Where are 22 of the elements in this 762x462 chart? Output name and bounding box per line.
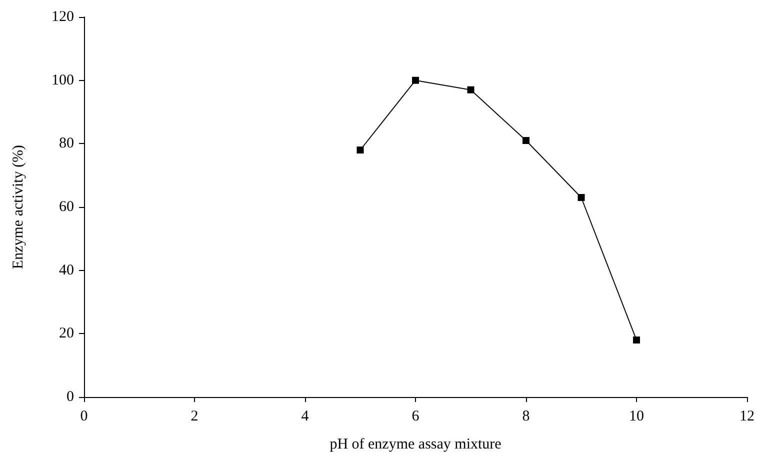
point	[633, 336, 640, 344]
x-axis-title: pH of enzyme assay mixture	[330, 436, 502, 452]
x-tick-label: 12	[740, 408, 754, 424]
point	[578, 194, 585, 201]
x-tick-label: 6	[412, 408, 420, 424]
x-tick-label: 8	[522, 408, 530, 424]
y-tick-label: 120	[52, 9, 74, 25]
y-axis-title: Enzyme activity (%)	[10, 144, 26, 270]
x-tick-label: 10	[629, 408, 644, 424]
y-tick-label: 0	[66, 389, 74, 405]
point	[467, 86, 474, 94]
y-tick-label: 100	[52, 72, 74, 88]
point	[412, 76, 419, 84]
x-tick-label: 2	[190, 408, 198, 424]
x-tick-label: 4	[301, 408, 310, 424]
y-tick-label: 60	[59, 199, 74, 215]
x-tick-label: 0	[80, 408, 88, 424]
y-tick-label: 80	[59, 136, 74, 152]
y-tick-label: 40	[59, 262, 74, 278]
point	[522, 137, 530, 144]
y-tick-label: 20	[59, 326, 74, 342]
point	[356, 146, 364, 154]
